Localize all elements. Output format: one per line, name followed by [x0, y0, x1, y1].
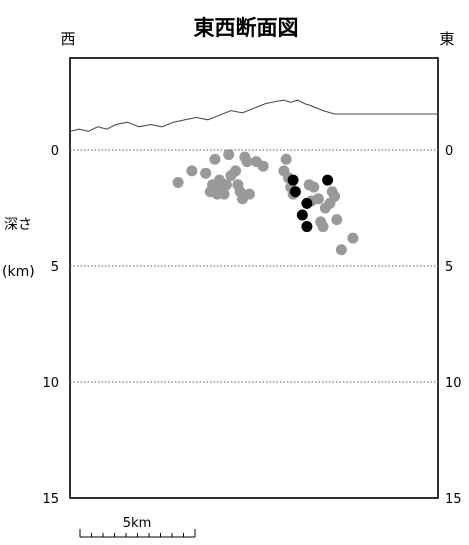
hypocenter-point: [335, 244, 347, 256]
y-tick-label-left: 0: [51, 144, 59, 159]
hypocenter-point: [308, 181, 320, 193]
hypocenter-point: [301, 197, 313, 209]
hypocenter-point: [230, 165, 242, 177]
y-axis-label-unit: (km): [2, 264, 35, 280]
hypocenter-point: [296, 209, 308, 221]
y-tick-label-left: 5: [51, 260, 59, 275]
hypocenter-point: [347, 232, 359, 244]
scale-bar-label: 5km: [123, 516, 151, 531]
hypocenter-point: [186, 165, 198, 177]
hypocenter-point: [280, 153, 292, 165]
hypocenter-point: [317, 221, 329, 233]
reference-lines: [70, 149, 438, 383]
hypocenter-point: [257, 160, 269, 172]
chart-title: 東西断面図: [194, 16, 299, 40]
east-label: 東: [439, 30, 454, 48]
hypocenter-points: [172, 149, 359, 256]
y-axis-ticks: 0 0 5 5 10 10 15 15: [42, 144, 461, 507]
hypocenter-point: [241, 156, 253, 168]
hypocenter-point: [243, 188, 255, 200]
hypocenter-point: [312, 193, 324, 205]
y-tick-label-left: 15: [42, 492, 59, 507]
hypocenter-point: [220, 179, 232, 191]
hypocenter-point: [218, 188, 230, 200]
y-tick-label-right: 5: [445, 260, 453, 275]
hypocenter-point: [209, 153, 221, 165]
scale-bar: 5km: [79, 516, 196, 538]
y-tick-label-left: 10: [42, 376, 59, 391]
hypocenter-point: [331, 214, 343, 226]
hypocenter-point: [287, 174, 299, 186]
topography-line: [69, 99, 438, 132]
y-tick-label-right: 10: [445, 376, 462, 391]
y-tick-label-right: 15: [445, 492, 462, 507]
hypocenter-point: [289, 186, 301, 198]
plot-frame: [69, 57, 439, 499]
hypocenter-point: [322, 174, 334, 186]
hypocenter-point: [200, 167, 212, 179]
hypocenter-point: [223, 149, 235, 161]
y-axis-label-depth: 深さ: [4, 217, 32, 233]
west-label: 西: [60, 30, 75, 48]
hypocenter-point: [329, 190, 340, 202]
y-tick-label-right: 0: [445, 144, 453, 159]
hypocenter-point: [172, 176, 184, 188]
hypocenter-point: [301, 221, 313, 233]
